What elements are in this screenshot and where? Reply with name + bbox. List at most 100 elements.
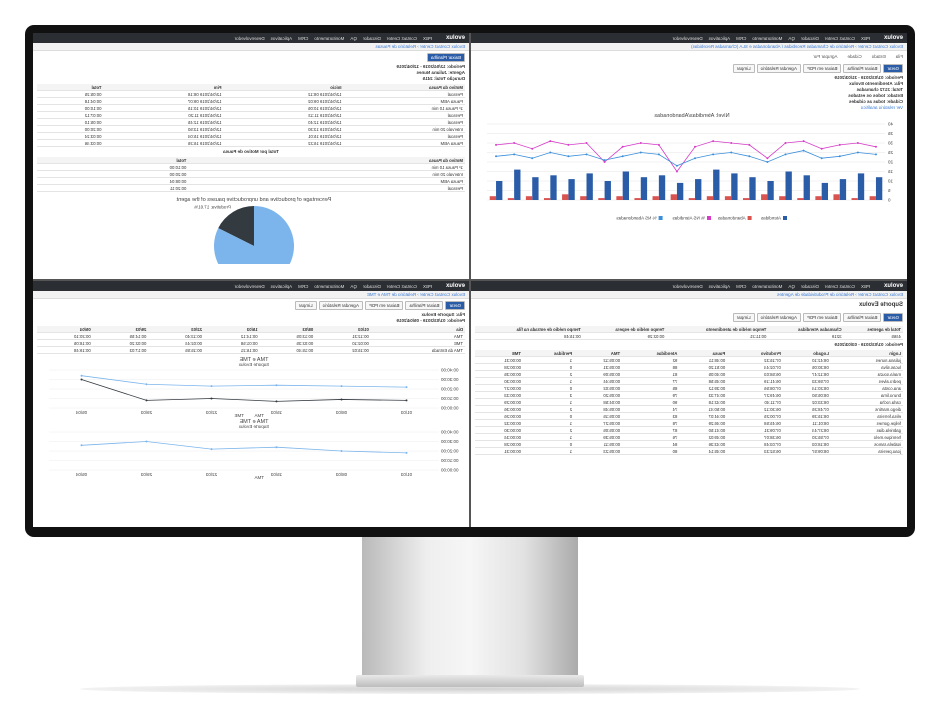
x-tick-label: 22/03 xyxy=(205,410,217,415)
button[interactable]: Baixar Planilha xyxy=(843,64,882,73)
button[interactable]: Limpar xyxy=(732,313,755,322)
bar xyxy=(525,196,533,200)
table-row: TMA da Entrada 00:15:02 00:15:40 00:16:21 00… xyxy=(37,346,465,354)
chart-title: Percentage of productive and unproductiv… xyxy=(176,197,331,203)
nav-item[interactable]: Monitoramento xyxy=(314,283,345,289)
button[interactable]: Baixar Planilha xyxy=(426,53,465,62)
table-cell: TME xyxy=(370,339,465,347)
nav-item[interactable]: QA xyxy=(350,35,357,41)
button[interactable]: Limpar xyxy=(732,64,755,73)
point xyxy=(712,140,715,143)
y-tick-label: 0 xyxy=(888,198,891,203)
table-cell: 0 xyxy=(522,412,575,420)
panel: evolux PBX Contact Center Discador QA Monitor… xyxy=(471,281,907,527)
point xyxy=(585,142,588,144)
table-cell: Pessoal xyxy=(343,90,465,98)
point xyxy=(275,446,278,449)
chart-subtitle: Suporte Evolux xyxy=(238,362,269,367)
legend-label: % NS Abandonadas xyxy=(616,216,657,221)
nav-item[interactable]: Aplicativos xyxy=(708,35,731,41)
table-cell: 00:20:00 xyxy=(37,170,189,178)
nav-item[interactable]: QA xyxy=(788,283,795,289)
nav-item[interactable]: Desenvolvedor xyxy=(234,35,265,41)
nav-item[interactable]: QA xyxy=(788,35,795,41)
nav-item[interactable]: Discador xyxy=(800,35,819,41)
panel: evolux PBX Contact Center Discador QA Monitor… xyxy=(33,281,469,527)
nav-item[interactable]: Monitoramento xyxy=(752,35,783,41)
nav-item[interactable]: Discador xyxy=(800,283,819,289)
breadcrumb: Evolux Contact Center › Relatório de Pro… xyxy=(471,291,907,299)
button[interactable]: Gerar xyxy=(883,313,903,322)
nav-item[interactable]: PBX xyxy=(860,35,870,41)
nav-item[interactable]: Aplicativos xyxy=(270,283,293,289)
breadcrumb: Evolux Contact Center › Relatório de TMA… xyxy=(33,291,469,299)
table-cell: 00:02:44 xyxy=(148,339,204,347)
nav-item[interactable]: CRM xyxy=(298,35,309,41)
x-tick-label: 15/03 xyxy=(270,472,282,477)
point xyxy=(145,383,148,386)
table-cell: Pessoal xyxy=(188,184,465,192)
button[interactable]: Agendar Relatório xyxy=(756,64,801,73)
button[interactable]: Baixar Planilha xyxy=(843,313,882,322)
table-cell: 1 xyxy=(522,419,575,427)
nav-item[interactable]: Aplicativos xyxy=(270,35,293,41)
point xyxy=(549,151,552,154)
nav-item[interactable]: CRM xyxy=(736,283,747,289)
brand-logo[interactable]: evolux xyxy=(883,283,903,289)
nav-item[interactable]: QA xyxy=(350,283,357,289)
table-cell: 00:05:05 xyxy=(574,426,623,434)
button[interactable]: Gerar xyxy=(883,64,903,73)
button[interactable]: Baixar em PDF xyxy=(802,313,842,322)
nav-item[interactable]: Contact Center xyxy=(824,283,855,289)
button[interactable]: Gerar xyxy=(445,301,465,310)
brand-logo[interactable]: evolux xyxy=(883,35,903,41)
table-cell: 00:18:05 xyxy=(37,339,93,347)
nav-item[interactable]: Monitoramento xyxy=(752,283,783,289)
table-row: Pessoal 12/04/2019 11:13 12/04/2019 11:20 0… xyxy=(37,111,465,119)
table-cell: 00:00:32 xyxy=(475,419,523,427)
nav-item[interactable]: PBX xyxy=(422,283,432,289)
table-row: Pessoal 12/04/2019 12:40 12/04/2019 12:45 0… xyxy=(37,118,465,126)
nav-item[interactable]: Contact Center xyxy=(386,283,417,289)
nav-item[interactable]: Monitoramento xyxy=(314,35,345,41)
button[interactable]: Agendar Relatório xyxy=(318,301,363,310)
nav-item[interactable]: Desenvolvedor xyxy=(672,283,703,289)
button[interactable]: Limpar xyxy=(294,301,317,310)
bar xyxy=(742,198,750,200)
point xyxy=(145,440,148,443)
table-cell: 00:20:11 xyxy=(37,184,189,192)
nav-item[interactable]: Desenvolvedor xyxy=(672,35,703,41)
nav-item[interactable]: CRM xyxy=(298,283,309,289)
table-cell: 00:20:00 xyxy=(37,125,104,133)
brand-logo[interactable]: evolux xyxy=(445,35,465,41)
table-cell: Pessoal xyxy=(343,111,465,119)
point xyxy=(585,153,588,156)
button[interactable]: Agendar Relatório xyxy=(756,313,801,322)
bar xyxy=(706,196,714,200)
brand-logo[interactable]: evolux xyxy=(445,283,465,289)
bar xyxy=(580,196,587,200)
nav-item[interactable]: PBX xyxy=(860,283,870,289)
table-cell: 1º Pausa 10 min xyxy=(188,163,465,171)
legend-swatch xyxy=(783,216,787,220)
nav-item[interactable]: PBX xyxy=(422,35,432,41)
line xyxy=(496,150,876,167)
nav-item[interactable]: Aplicativos xyxy=(708,283,731,289)
nav-item[interactable]: Discador xyxy=(362,283,381,289)
nav-item[interactable]: Desenvolvedor xyxy=(234,283,265,289)
table-cell: pedro.alves xyxy=(830,377,903,385)
nav-item[interactable]: Discador xyxy=(362,35,381,41)
bar xyxy=(869,196,876,200)
button[interactable]: Baixar Planilha xyxy=(405,301,444,310)
nav-item[interactable]: CRM xyxy=(736,35,747,41)
button[interactable]: Baixar em PDF xyxy=(364,301,404,310)
point xyxy=(603,161,606,163)
nav-item[interactable]: Contact Center xyxy=(386,35,417,41)
nav-item[interactable]: Contact Center xyxy=(824,35,855,41)
point xyxy=(639,142,642,144)
table-cell: 00:00:31 xyxy=(475,447,523,455)
filter-label: Estado xyxy=(871,54,886,59)
button[interactable]: Baixar em PDF xyxy=(802,64,842,73)
y-tick-label: 15 xyxy=(888,169,894,174)
point xyxy=(80,374,83,377)
